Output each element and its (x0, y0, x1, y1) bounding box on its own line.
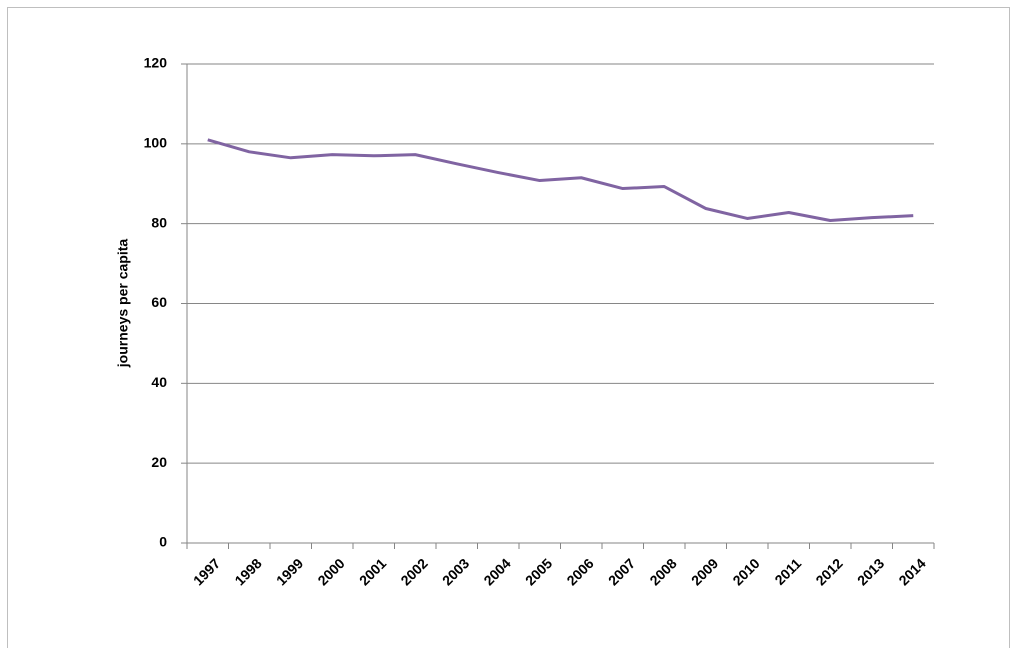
y-tick-label: 40 (151, 374, 167, 390)
y-tick-label: 120 (144, 55, 168, 71)
y-tick-label: 60 (151, 294, 167, 310)
y-tick-label: 100 (144, 135, 168, 151)
y-axis-label: journeys per capita (115, 239, 131, 369)
y-tick-label: 0 (159, 534, 167, 550)
y-tick-label: 80 (151, 214, 167, 230)
chart-frame (7, 7, 1010, 653)
data-line (207, 138, 914, 222)
y-tick-label: 20 (151, 454, 167, 470)
